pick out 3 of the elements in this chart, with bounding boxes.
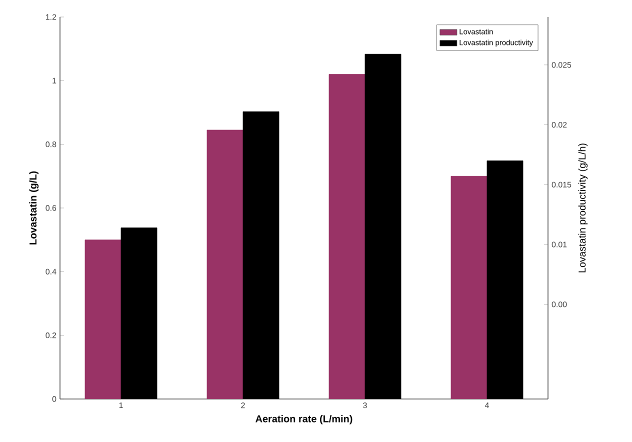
y2-axis-title: Lovastatin productivity (g/L/h) <box>578 144 588 272</box>
x-axis-title: Aeration rate (L/min) <box>256 415 352 424</box>
y-axis-title: Lovastatin (g/L) <box>29 171 39 244</box>
